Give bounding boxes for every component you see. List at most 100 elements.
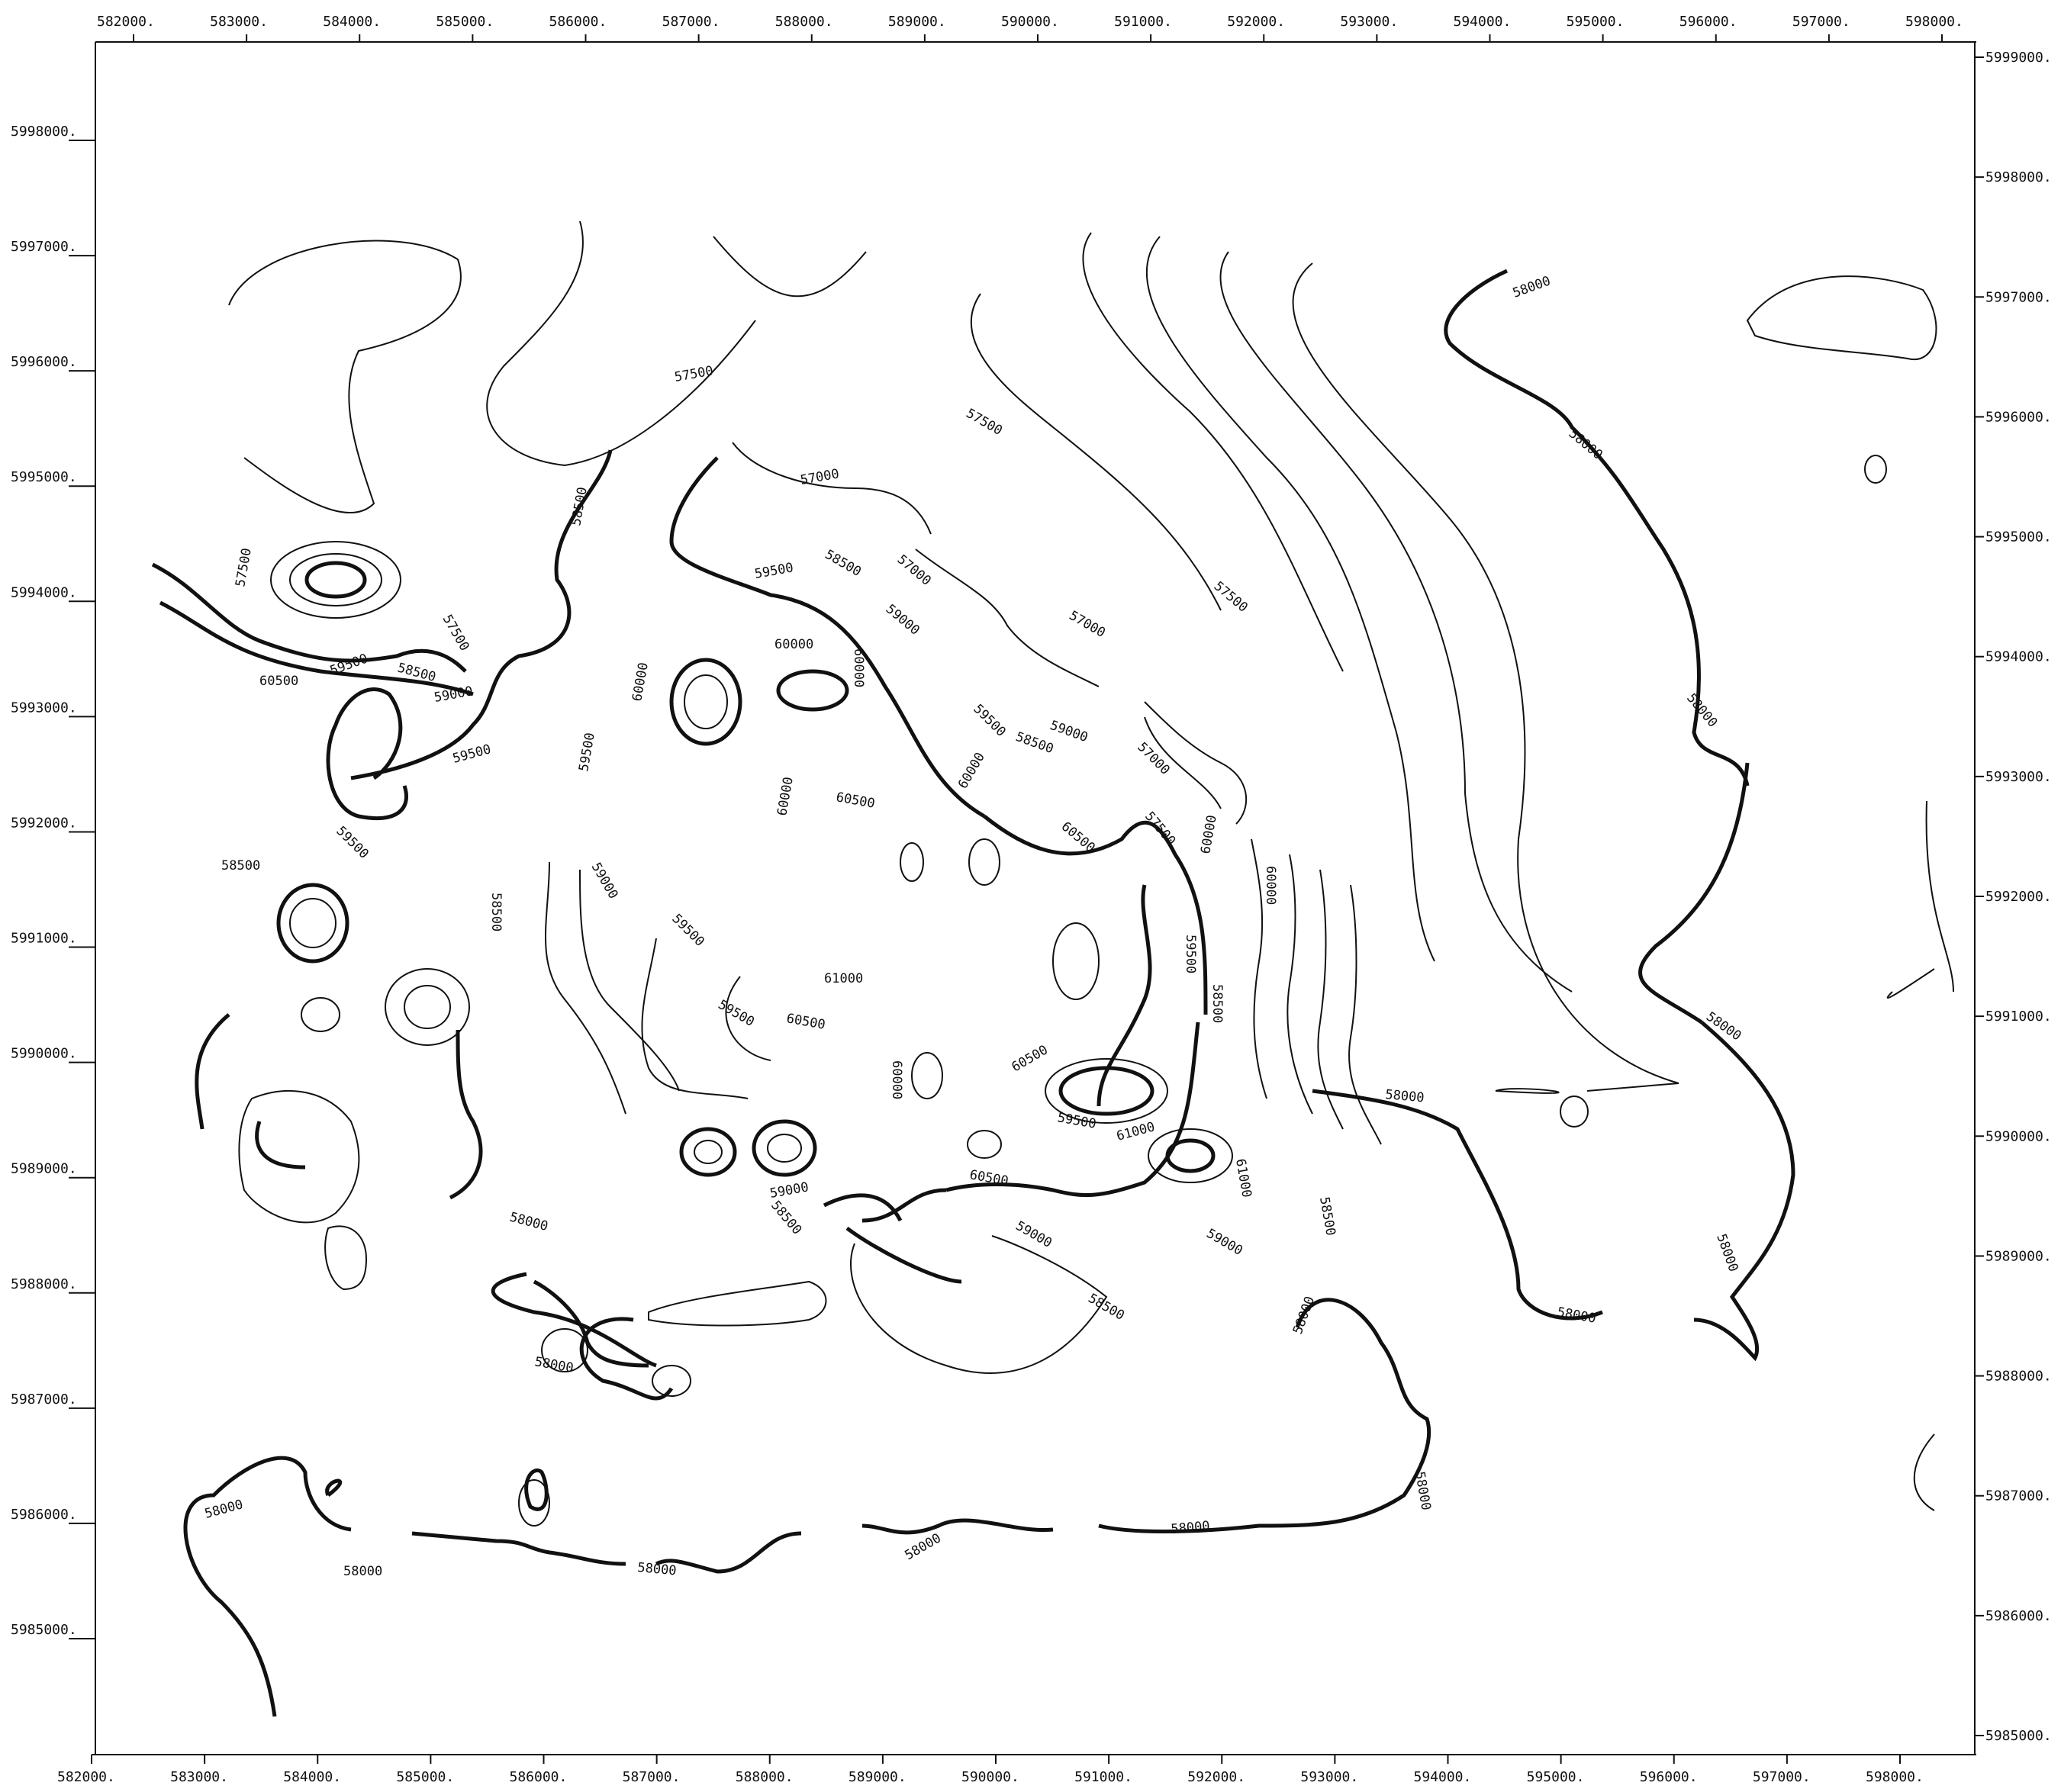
contour-label: 59500 xyxy=(668,911,707,949)
y-tick-label-right: 5990000. xyxy=(1985,1128,2052,1144)
contour-label: 60000 xyxy=(630,661,652,703)
x-tick-label-top: 598000. xyxy=(1905,14,1963,30)
y-tick-label-left: 5993000. xyxy=(11,700,77,716)
y-tick-label-left: 5991000. xyxy=(11,931,77,947)
contour-label: 59000 xyxy=(588,861,621,902)
contour-label: 60000 xyxy=(774,776,797,817)
contour-label: 59500 xyxy=(333,823,371,861)
contour-label: 57000 xyxy=(894,552,934,589)
contour-label: 58000 xyxy=(903,1530,944,1563)
contour-label: 58500 xyxy=(768,1198,804,1237)
x-tick-label-top: 592000. xyxy=(1227,14,1285,30)
x-tick-label-bottom: 585000. xyxy=(396,1769,454,1785)
x-tick-label-bottom: 598000. xyxy=(1866,1769,1924,1785)
x-tick-label-top: 582000. xyxy=(97,14,155,30)
y-tick-label-right: 5991000. xyxy=(1985,1009,2052,1025)
y-tick-label-right: 5998000. xyxy=(1985,169,2052,185)
y-tick-label-left: 5994000. xyxy=(11,584,77,600)
contour-label: 58000 xyxy=(203,1497,245,1522)
x-tick-label-top: 587000. xyxy=(662,14,720,30)
contour-label: 59500 xyxy=(970,701,1008,739)
contour-label: 57500 xyxy=(1211,579,1251,616)
contour-label: 59500 xyxy=(716,997,757,1030)
contour-label: 60000 xyxy=(1198,814,1220,855)
contour-label: 57000 xyxy=(1067,608,1108,641)
contour-label: 58500 xyxy=(823,547,864,580)
contour-label: 60500 xyxy=(785,1011,826,1033)
contour-label: 60000 xyxy=(1263,866,1278,905)
contour-label: 58000 xyxy=(1556,1305,1597,1327)
x-tick-label-top: 588000. xyxy=(775,14,833,30)
contour-label: 58000 xyxy=(1290,1295,1318,1337)
map-frame xyxy=(92,41,1976,1755)
y-tick-label-right: 5992000. xyxy=(1985,889,2052,905)
y-tick-label-left: 5985000. xyxy=(11,1622,77,1638)
x-tick-label-top: 586000. xyxy=(549,14,607,30)
y-tick-label-left: 5986000. xyxy=(11,1507,77,1523)
y-tick-label-left: 5997000. xyxy=(11,239,77,255)
contour-label: 59000 xyxy=(1204,1226,1245,1259)
x-tick-label-top: 590000. xyxy=(1001,14,1059,30)
contour-label: 60000 xyxy=(889,1060,904,1099)
contour-label: 58500 xyxy=(221,858,260,873)
contour-labels: 58000 58000 58000 58000 58000 58000 5800… xyxy=(203,273,1744,1579)
y-tick-label-left: 5992000. xyxy=(11,815,77,831)
contour-label: 60000 xyxy=(851,648,866,687)
contour-label: 59500 xyxy=(1183,935,1198,973)
x-tick-label-top: 583000. xyxy=(210,14,268,30)
x-tick-label-top: 597000. xyxy=(1792,14,1850,30)
x-tick-label-bottom: 588000. xyxy=(736,1769,794,1785)
y-tick-label-right: 5994000. xyxy=(1985,649,2052,665)
x-tick-label-bottom: 587000. xyxy=(623,1769,681,1785)
contour-label: 60500 xyxy=(1010,1042,1051,1075)
contour-label: 57500 xyxy=(673,363,714,385)
contour-label: 60500 xyxy=(835,790,876,812)
contour-label: 57000 xyxy=(799,466,840,488)
contour-label: 59500 xyxy=(451,742,493,767)
y-tick-label-left: 5995000. xyxy=(11,469,77,485)
contour-label: 61000 xyxy=(1115,1119,1157,1144)
y-tick-label-left: 5987000. xyxy=(11,1391,77,1408)
contour-label: 57000 xyxy=(1134,739,1172,777)
x-tick-label-top: 589000. xyxy=(888,14,946,30)
x-tick-label-top: 585000. xyxy=(436,14,494,30)
y-tick-label-right: 5989000. xyxy=(1985,1248,2052,1264)
contour-label: 58000 xyxy=(1511,273,1553,301)
y-tick-label-right: 5988000. xyxy=(1985,1369,2052,1385)
contour-label: 57500 xyxy=(233,547,255,588)
contour-label: 58500 xyxy=(1316,1195,1338,1237)
contour-label: 58000 xyxy=(343,1564,382,1579)
x-axis-top-ticks: 582000. 583000. 584000. 585000. 586000. 58700… xyxy=(97,14,1963,42)
contour-label: 61000 xyxy=(824,971,863,986)
contour-label: 58000 xyxy=(1713,1232,1741,1274)
y-tick-label-right: 5996000. xyxy=(1985,409,2052,425)
contour-label: 58000 xyxy=(508,1210,550,1235)
contour-label: 58500 xyxy=(568,486,591,527)
x-tick-label-top: 594000. xyxy=(1454,14,1512,30)
contour-label: 57500 xyxy=(1142,809,1178,848)
x-tick-label-top: 591000. xyxy=(1114,14,1172,30)
x-tick-label-bottom: 592000. xyxy=(1187,1769,1245,1785)
x-tick-label-bottom: 582000. xyxy=(57,1769,115,1785)
y-axis-right-ticks: 5999000. 5998000. 5997000. 5996000. 5995000.… xyxy=(1975,50,2052,1744)
y-tick-label-left: 5996000. xyxy=(11,354,77,370)
contour-label: 60000 xyxy=(955,750,988,791)
contour-label: 58000 xyxy=(637,1560,678,1578)
x-tick-label-bottom: 583000. xyxy=(170,1769,228,1785)
contour-label: 58000 xyxy=(1385,1087,1425,1105)
contour-label: 57500 xyxy=(964,406,1005,439)
y-tick-label-right: 5993000. xyxy=(1985,769,2052,785)
x-tick-label-bottom: 593000. xyxy=(1300,1769,1358,1785)
y-tick-label-left: 5989000. xyxy=(11,1161,77,1177)
contour-label: 59500 xyxy=(576,732,598,773)
contour-label: 58500 xyxy=(1209,984,1225,1023)
x-tick-label-top: 593000. xyxy=(1340,14,1398,30)
y-tick-label-left: 5990000. xyxy=(11,1046,77,1062)
contour-label: 60000 xyxy=(774,637,813,652)
x-tick-label-bottom: 590000. xyxy=(961,1769,1019,1785)
x-tick-label-top: 596000. xyxy=(1679,14,1737,30)
contour-label: 58500 xyxy=(488,893,504,931)
y-tick-label-right: 5987000. xyxy=(1985,1488,2052,1504)
x-tick-label-bottom: 584000. xyxy=(283,1769,341,1785)
